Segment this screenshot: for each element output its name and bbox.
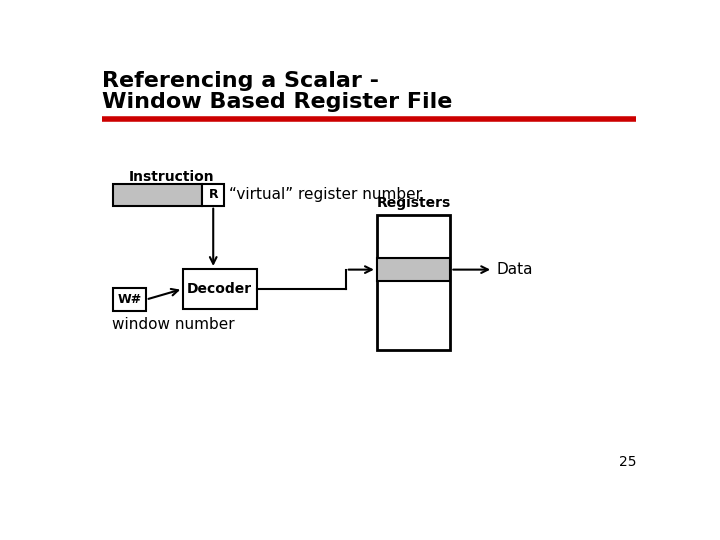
Text: W#: W#	[117, 293, 142, 306]
Bar	[113, 288, 145, 311]
Text: Decoder: Decoder	[187, 282, 253, 296]
Bar	[113, 184, 202, 206]
Text: 25: 25	[619, 455, 636, 469]
Bar	[202, 184, 224, 206]
Bar	[377, 215, 451, 350]
Text: Referencing a Scalar -: Referencing a Scalar -	[102, 71, 379, 91]
Text: “virtual” register number: “virtual” register number	[229, 187, 422, 202]
Text: Data: Data	[497, 262, 534, 277]
Bar	[183, 269, 256, 309]
Text: window number: window number	[112, 318, 234, 332]
Text: Instruction: Instruction	[129, 170, 215, 184]
Text: Registers: Registers	[377, 197, 451, 211]
Bar	[377, 258, 451, 281]
Text: R: R	[208, 188, 218, 201]
Text: Window Based Register File: Window Based Register File	[102, 92, 452, 112]
